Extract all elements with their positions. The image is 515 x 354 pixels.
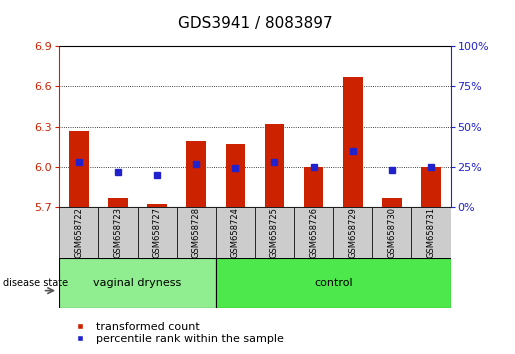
Bar xyxy=(138,207,177,258)
Bar xyxy=(98,207,138,258)
Bar xyxy=(226,144,245,207)
Bar xyxy=(69,131,89,207)
Text: GSM658725: GSM658725 xyxy=(270,207,279,258)
Text: GSM658727: GSM658727 xyxy=(152,207,162,258)
Bar xyxy=(294,207,333,258)
Bar xyxy=(108,198,128,207)
Text: GSM658729: GSM658729 xyxy=(348,207,357,258)
Bar xyxy=(382,198,402,207)
Bar xyxy=(421,167,441,207)
Bar xyxy=(59,258,216,308)
Bar xyxy=(59,207,98,258)
Text: GSM658730: GSM658730 xyxy=(387,207,397,258)
Bar xyxy=(343,77,363,207)
Bar xyxy=(333,207,372,258)
Text: GSM658724: GSM658724 xyxy=(231,207,240,258)
Legend: transformed count, percentile rank within the sample: transformed count, percentile rank withi… xyxy=(65,317,288,348)
Bar xyxy=(216,258,451,308)
Bar xyxy=(265,124,284,207)
Text: GSM658731: GSM658731 xyxy=(426,207,436,258)
Bar xyxy=(177,207,216,258)
Text: control: control xyxy=(314,278,352,288)
Bar xyxy=(411,207,451,258)
Text: GSM658723: GSM658723 xyxy=(113,207,123,258)
Text: disease state: disease state xyxy=(3,278,67,288)
Bar xyxy=(147,204,167,207)
Bar xyxy=(186,141,206,207)
Text: GSM658726: GSM658726 xyxy=(309,207,318,258)
Text: GDS3941 / 8083897: GDS3941 / 8083897 xyxy=(178,16,332,31)
Bar xyxy=(255,207,294,258)
Bar xyxy=(216,207,255,258)
Text: vaginal dryness: vaginal dryness xyxy=(93,278,182,288)
Text: GSM658722: GSM658722 xyxy=(74,207,83,258)
Bar xyxy=(304,167,323,207)
Bar xyxy=(372,207,411,258)
Text: GSM658728: GSM658728 xyxy=(192,207,201,258)
